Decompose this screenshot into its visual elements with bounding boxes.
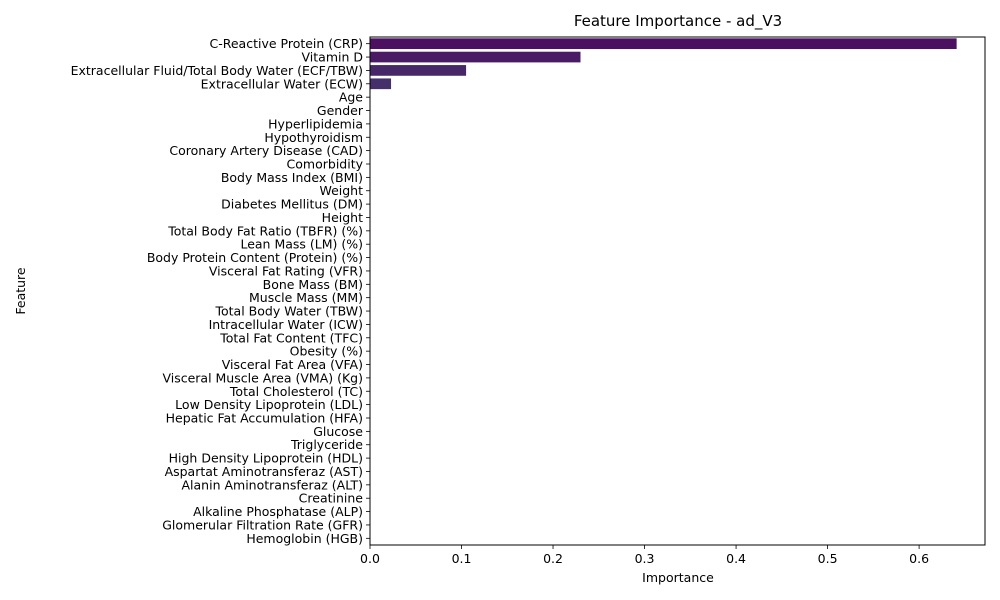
y-tick-label: Total Cholesterol (TC) <box>229 384 363 399</box>
y-tick-label: Gender <box>317 103 364 118</box>
bar-3 <box>370 78 392 90</box>
y-tick-label: Hyperlipidemia <box>268 116 363 131</box>
y-tick-label: Visceral Fat Rating (VFR) <box>209 263 363 278</box>
y-tick-label: Comorbidity <box>287 157 364 172</box>
y-tick-label: Visceral Fat Area (VFA) <box>222 357 363 372</box>
bars-group <box>370 38 957 90</box>
y-tick-label: Total Body Fat Ratio (TBFR) (%) <box>167 223 363 238</box>
y-tick-label: Visceral Muscle Area (VMA) (Kg) <box>162 370 363 385</box>
y-tick-label: Alanin Aminotransferaz (ALT) <box>182 477 364 492</box>
y-tick-label: Glucose <box>313 424 363 439</box>
x-tick-label: 0.4 <box>726 551 746 566</box>
axes-frame <box>369 36 986 546</box>
x-tick-label: 0.0 <box>360 551 380 566</box>
y-tick-labels: C-Reactive Protein (CRP)Vitamin DExtrace… <box>71 36 370 546</box>
x-tick-labels: 0.0 0.1 0.2 0.3 0.4 0.5 0.6 <box>360 545 929 566</box>
y-tick-label: Lean Mass (LM) (%) <box>240 237 363 252</box>
y-tick-label: High Density Lipoprotein (HDL) <box>169 451 363 466</box>
bar-2 <box>370 65 467 76</box>
y-tick-label: Body Mass Index (BMI) <box>221 170 363 185</box>
y-tick-label: Hepatic Fat Accumulation (HFA) <box>166 411 363 426</box>
x-tick-label: 0.3 <box>635 551 655 566</box>
x-tick-label: 0.2 <box>543 551 563 566</box>
y-tick-label: Body Protein Content (Protein) (%) <box>147 250 363 265</box>
y-tick-label: C-Reactive Protein (CRP) <box>209 36 363 51</box>
y-tick-label: Diabetes Mellitus (DM) <box>221 197 363 212</box>
x-axis-label: Importance <box>642 570 714 585</box>
y-tick-label: Age <box>339 90 363 105</box>
y-tick-label: Extracellular Fluid/Total Body Water (EC… <box>71 63 363 78</box>
y-tick-label: Coronary Artery Disease (CAD) <box>169 143 363 158</box>
y-tick-label: Triglyceride <box>290 437 363 452</box>
y-tick-label: Total Body Water (TBW) <box>215 304 364 319</box>
y-tick-label: Obesity (%) <box>290 344 363 359</box>
y-tick-label: Alkaline Phosphatase (ALP) <box>193 504 363 519</box>
bar-0 <box>370 38 957 50</box>
x-tick-label: 0.6 <box>909 551 929 566</box>
y-tick-label: Total Fat Content (TFC) <box>219 330 363 345</box>
chart-title: Feature Importance - ad_V3 <box>574 12 782 31</box>
y-tick-label: Hypothyroidism <box>264 130 363 145</box>
y-tick-label: Muscle Mass (MM) <box>249 290 363 305</box>
y-tick-label: Creatinine <box>299 491 364 506</box>
y-axis-label: Feature <box>13 267 28 315</box>
y-tick-label: Intracellular Water (ICW) <box>209 317 363 332</box>
y-tick-label: Vitamin D <box>302 50 363 65</box>
y-tick-label: Aspartat Aminotransferaz (AST) <box>165 464 363 479</box>
y-tick-label: Weight <box>319 183 363 198</box>
x-tick-label: 0.1 <box>452 551 472 566</box>
y-tick-label: Height <box>322 210 363 225</box>
y-tick-label: Low Density Lipoprotein (LDL) <box>175 397 363 412</box>
bar-1 <box>370 51 581 63</box>
y-tick-label: Bone Mass (BM) <box>263 277 363 292</box>
x-tick-label: 0.5 <box>818 551 838 566</box>
y-tick-label: Hemoglobin (HGB) <box>246 531 363 546</box>
y-tick-label: Glomerular Filtration Rate (GFR) <box>162 517 363 532</box>
y-tick-label: Extracellular Water (ECW) <box>201 76 363 91</box>
